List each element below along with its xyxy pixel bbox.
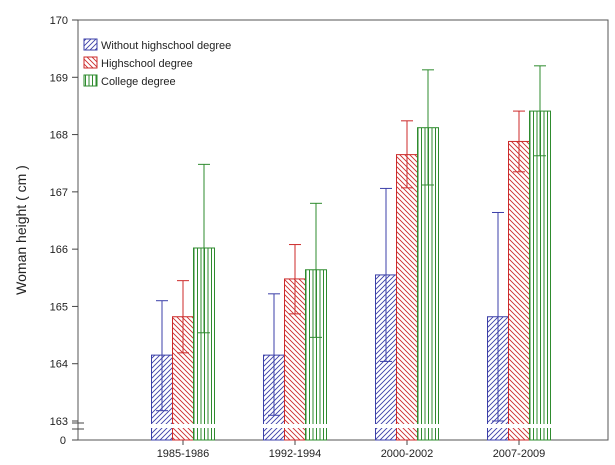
error-bar [513, 110, 525, 173]
y-axis-title: Woman height ( cm ) [13, 165, 29, 295]
legend-item-highschool: Highschool degree [83, 56, 193, 70]
y-tick-label: 169 [50, 72, 68, 84]
legend-item-without-highschool: Without highschool degree [83, 38, 231, 52]
x-axis: 1985-1986 1992-1994 2000-2002 2007-2009 [157, 440, 546, 460]
error-bar [492, 211, 504, 422]
bar-axis-break [486, 424, 510, 428]
bar-axis-break [374, 424, 398, 428]
bar-axis-break [171, 424, 195, 428]
bar [508, 140, 530, 441]
y-tick-label: 163 [50, 416, 68, 428]
legend-swatch-highschool [83, 56, 98, 69]
bar-axis-break [395, 424, 419, 428]
x-tick-label: 1985-1986 [157, 448, 210, 460]
bar-axis-break [416, 424, 440, 428]
bars [150, 110, 552, 441]
axis-break: 0 [60, 422, 84, 447]
bar-axis-break [262, 424, 286, 428]
error-bar [156, 300, 168, 412]
legend: Without highschool degree Highschool deg… [83, 38, 231, 88]
x-tick-label: 2000-2002 [381, 448, 434, 460]
y-tick-label: 165 [50, 301, 68, 313]
y-tick-label: 167 [50, 187, 68, 199]
error-bar [401, 120, 413, 189]
bar-axis-break [528, 424, 552, 428]
legend-label-without-highschool: Without highschool degree [101, 40, 231, 52]
bar [529, 110, 551, 441]
bar-axis-break [507, 424, 531, 428]
bar-axis-break [192, 424, 216, 428]
y-tick-label: 170 [50, 15, 68, 27]
y-axis: 163 164 165 166 167 168 169 170 [50, 15, 78, 428]
legend-item-college: College degree [83, 74, 176, 88]
bar-axis-break [283, 424, 307, 428]
error-bars [156, 65, 546, 422]
legend-label-highschool: Highschool degree [101, 58, 193, 70]
bar [396, 154, 418, 441]
error-bar [310, 202, 322, 338]
bar-axis-break [150, 424, 174, 428]
error-bar [534, 65, 546, 157]
legend-swatch-college [83, 74, 98, 87]
legend-swatch-without-highschool [83, 38, 98, 51]
error-bar [380, 187, 392, 362]
error-bar [198, 163, 210, 334]
error-bar [289, 244, 301, 315]
y-tick-label-zero: 0 [60, 435, 66, 447]
y-tick-label: 164 [50, 359, 68, 371]
error-bar [422, 69, 434, 186]
error-bar [268, 293, 280, 416]
x-tick-label: 2007-2009 [493, 448, 546, 460]
plot-frame [77, 19, 609, 441]
y-tick-label: 168 [50, 130, 68, 142]
bar-axis-break [304, 424, 328, 428]
legend-label-college: College degree [101, 76, 176, 88]
y-tick-label: 166 [50, 244, 68, 256]
x-tick-label: 1992-1994 [269, 448, 322, 460]
error-bar [177, 280, 189, 354]
